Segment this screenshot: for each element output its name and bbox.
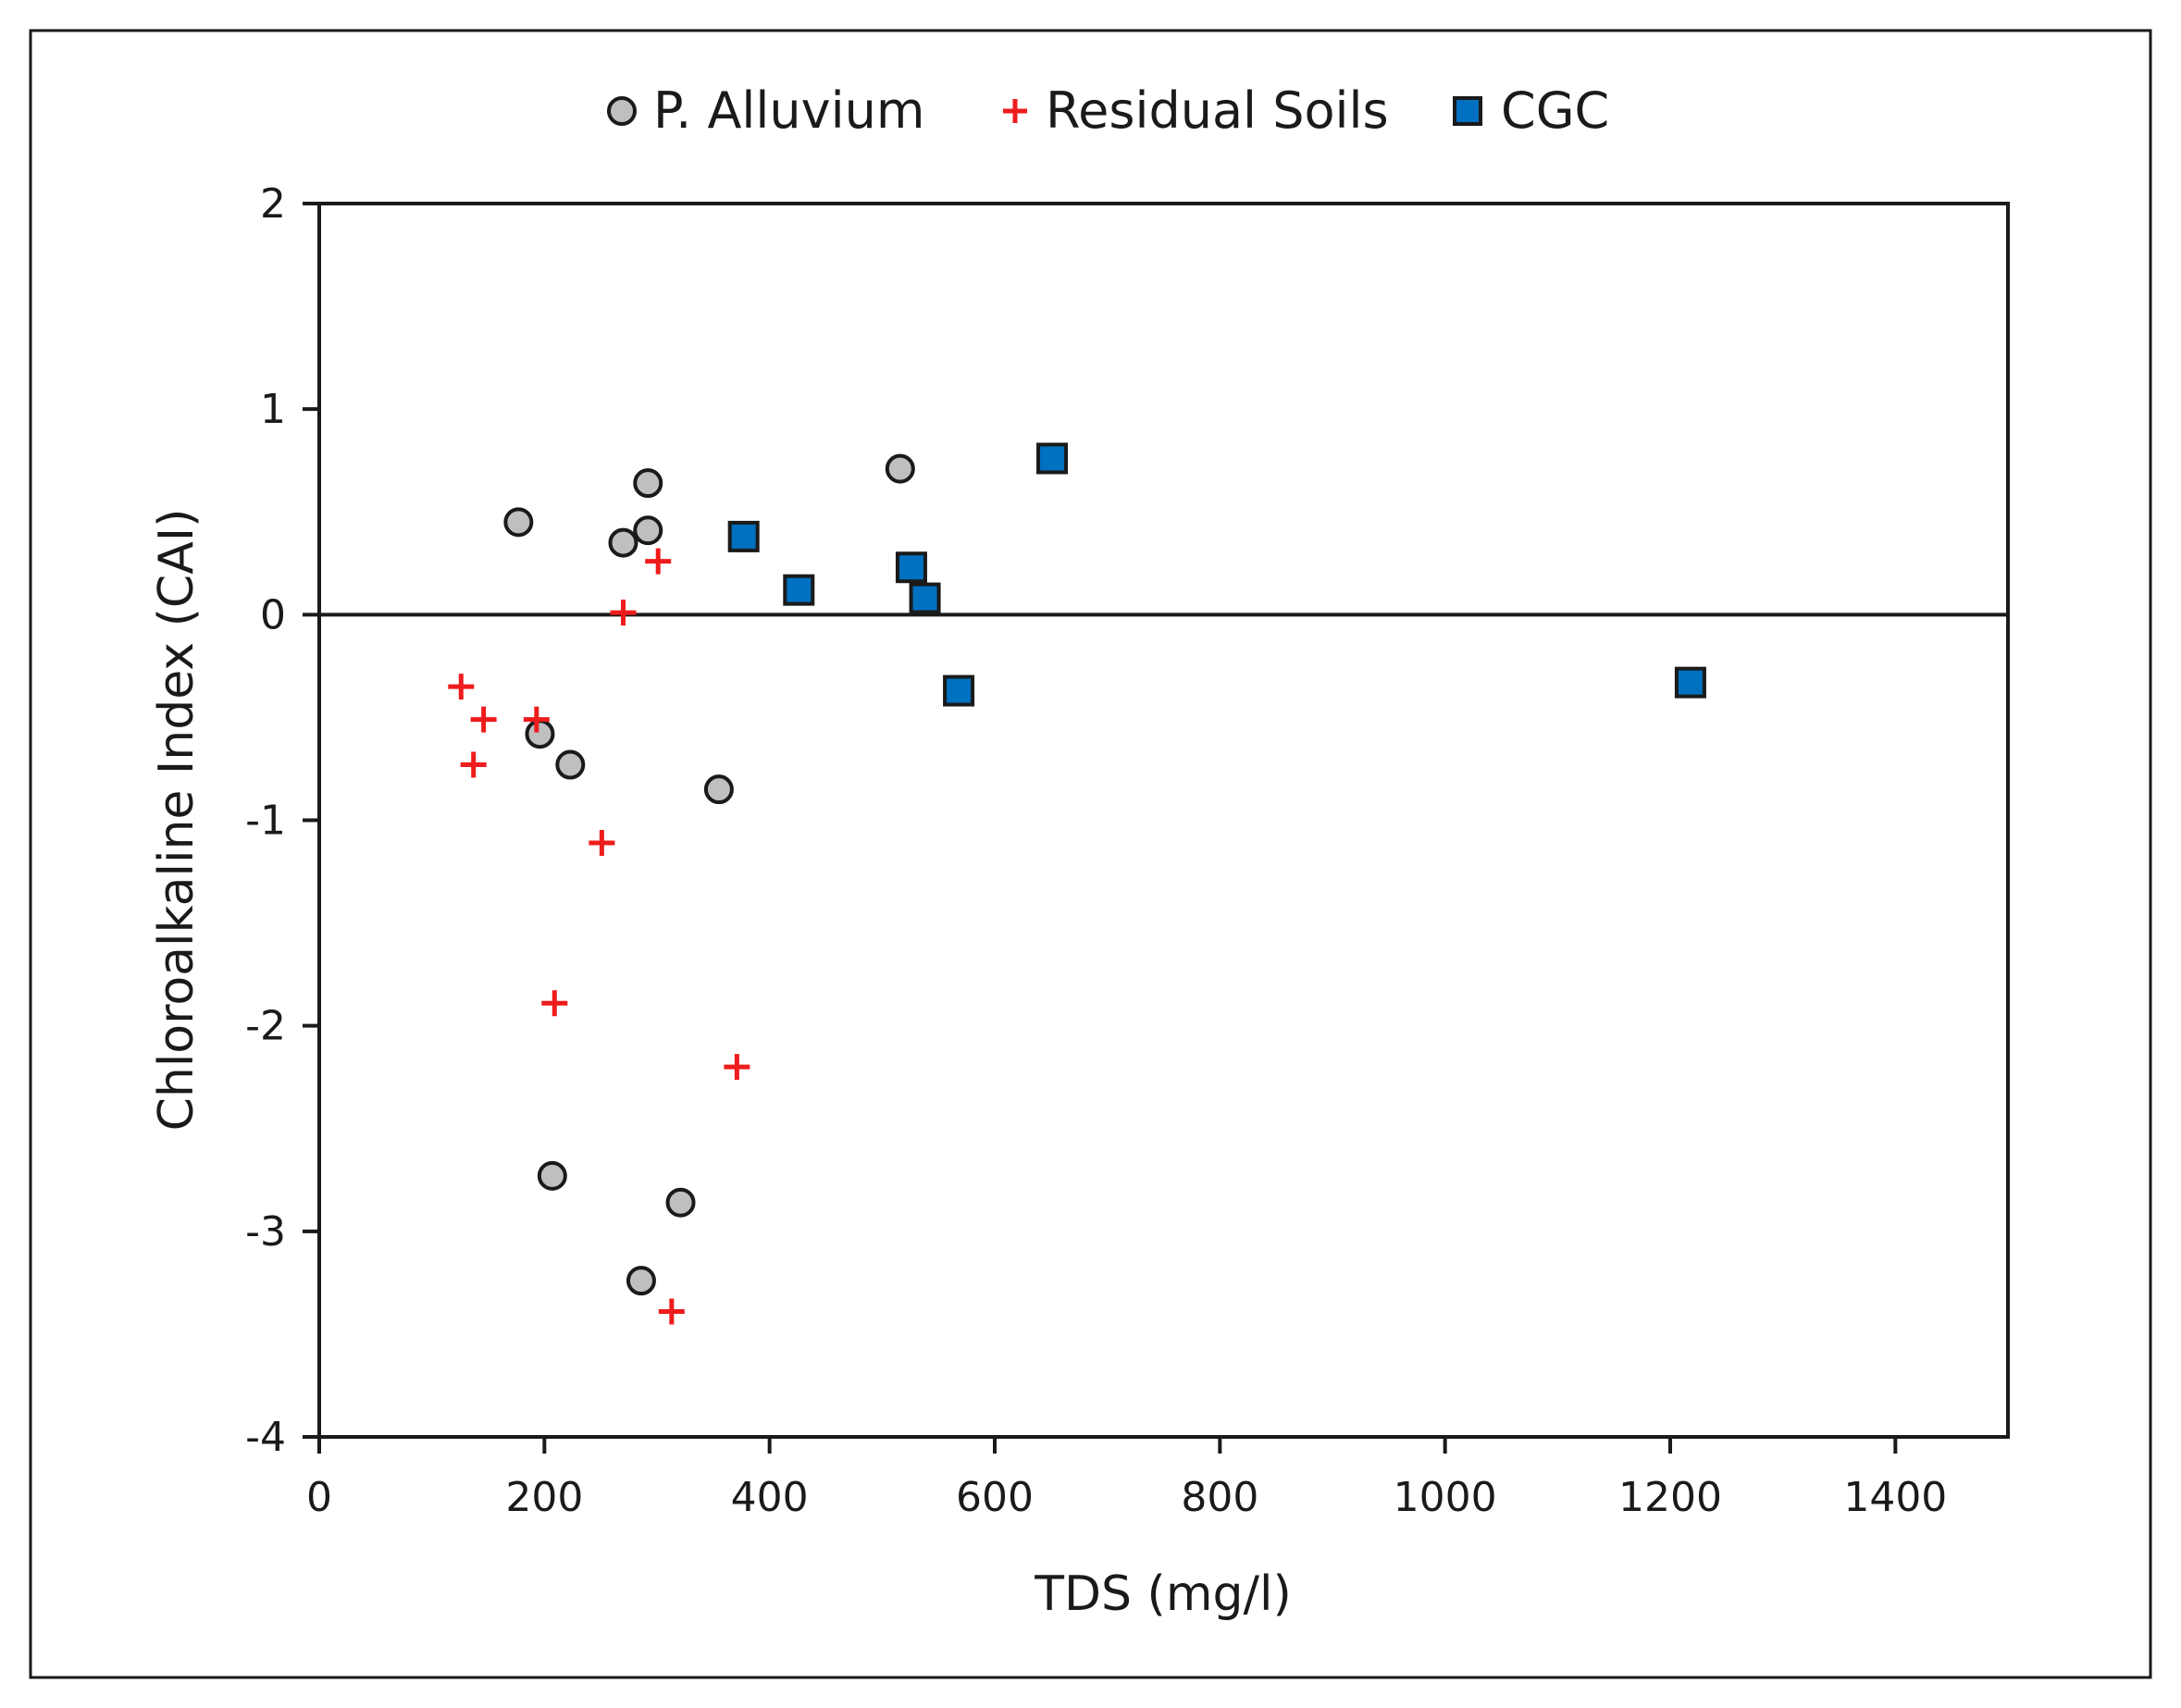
point-residual-soils-2 <box>610 600 637 626</box>
x-tick-label-200: 200 <box>505 1474 583 1521</box>
point-p-alluvium-8 <box>703 774 734 805</box>
x-tick-label-1400: 1400 <box>1843 1474 1947 1521</box>
legend-plus-glyph <box>1003 99 1027 123</box>
point-cgc-3 <box>895 551 927 584</box>
point-p-alluvium-6 <box>525 719 555 749</box>
legend: P. Alluvium Residual Soils CGC <box>607 81 1609 140</box>
point-residual-soils-3 <box>448 674 475 700</box>
point-p-alluvium-2 <box>608 527 638 558</box>
point-p-alluvium-4 <box>633 515 663 546</box>
figure-frame <box>29 29 2152 1679</box>
legend-marker-p-alluvium <box>607 96 637 126</box>
point-p-alluvium-1 <box>503 507 534 538</box>
series-p-alluvium <box>503 453 915 1296</box>
y-tick-label-neg-1: -1 <box>245 798 286 845</box>
point-residual-soils-8 <box>541 990 568 1017</box>
x-tick-label-1000: 1000 <box>1394 1474 1497 1521</box>
legend-label-p-alluvium: P. Alluvium <box>653 81 924 140</box>
x-tick-label-600: 600 <box>956 1474 1034 1521</box>
point-residual-soils-7 <box>589 829 615 856</box>
point-cgc-4 <box>783 574 815 606</box>
y-tick-label-neg-4: -4 <box>245 1414 286 1461</box>
point-p-alluvium-5 <box>885 453 915 484</box>
y-tick-label-neg-2: -2 <box>245 1003 286 1050</box>
point-residual-soils-9 <box>724 1054 750 1081</box>
point-cgc-6 <box>943 675 975 707</box>
legend-marker-residual-soils <box>1003 99 1027 123</box>
point-cgc-5 <box>909 582 941 614</box>
y-axis-ticks: 2 1 0 -1 -2 -3 -4 <box>245 180 319 1461</box>
point-p-alluvium-11 <box>626 1266 656 1296</box>
point-residual-soils-1 <box>645 548 672 575</box>
legend-label-residual-soils: Residual Soils <box>1046 81 1389 140</box>
y-tick-label-2: 2 <box>260 180 286 228</box>
x-tick-label-1200: 1200 <box>1618 1474 1722 1521</box>
point-cgc-7 <box>1674 666 1706 699</box>
point-p-alluvium-3 <box>633 468 663 499</box>
x-tick-label-400: 400 <box>731 1474 809 1521</box>
x-axis-title: TDS (mg/l) <box>1034 1566 1292 1622</box>
x-tick-label-0: 0 <box>306 1474 332 1521</box>
y-tick-label-1: 1 <box>260 386 286 433</box>
x-tick-label-800: 800 <box>1181 1474 1258 1521</box>
point-residual-soils-10 <box>658 1298 685 1325</box>
legend-marker-cgc <box>1453 96 1482 126</box>
point-p-alluvium-9 <box>537 1160 567 1191</box>
y-tick-label-0: 0 <box>260 591 286 638</box>
point-residual-soils-6 <box>460 751 487 778</box>
point-p-alluvium-10 <box>665 1187 696 1218</box>
point-p-alluvium-7 <box>555 749 586 780</box>
point-residual-soils-5 <box>523 706 550 733</box>
point-cgc-2 <box>727 520 760 552</box>
series-cgc <box>727 442 1706 707</box>
y-tick-label-neg-3: -3 <box>245 1208 286 1256</box>
series-residual-soils <box>448 548 750 1325</box>
y-axis-title: Chloroalkaline Index (CAI) <box>149 509 204 1132</box>
point-residual-soils-4 <box>470 706 497 733</box>
legend-label-cgc: CGC <box>1501 81 1609 140</box>
x-axis-ticks: 0 200 400 600 800 1000 1200 1400 <box>306 1437 1947 1521</box>
point-cgc-1 <box>1036 442 1069 475</box>
